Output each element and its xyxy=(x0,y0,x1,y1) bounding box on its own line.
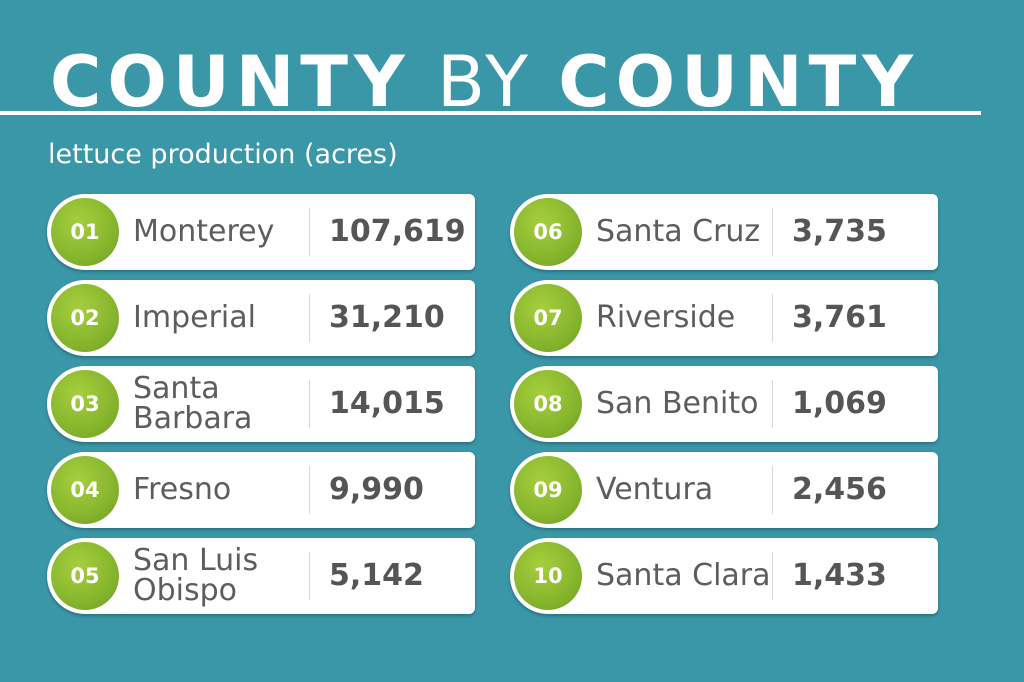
county-name: Santa Cruz xyxy=(596,214,761,249)
county-name: Monterey xyxy=(133,214,275,249)
rank-badge: 03 xyxy=(51,370,119,438)
rank-badge: 08 xyxy=(514,370,582,438)
acreage-value: 3,761 xyxy=(792,300,887,335)
acreage-value: 31,210 xyxy=(329,300,445,335)
title-word-1: COUNTY xyxy=(50,41,411,123)
county-card: 09 Ventura 2,456 xyxy=(510,452,938,528)
card-divider xyxy=(772,466,773,514)
rank-badge: 10 xyxy=(514,542,582,610)
card-divider xyxy=(772,294,773,342)
county-name: Imperial xyxy=(133,300,256,335)
county-name: San Luis Obispo xyxy=(133,543,259,608)
county-column-right: 06 Santa Cruz 3,735 07 Riverside 3,761 0… xyxy=(510,194,938,624)
rank-badge: 01 xyxy=(51,198,119,266)
rank-badge: 02 xyxy=(51,284,119,352)
card-divider xyxy=(772,208,773,256)
county-name: Fresno xyxy=(133,472,232,507)
county-card: 04 Fresno 9,990 xyxy=(47,452,475,528)
rank-badge: 07 xyxy=(514,284,582,352)
county-card: 10 Santa Clara 1,433 xyxy=(510,538,938,614)
county-name: Santa Barbara xyxy=(133,371,253,436)
acreage-value: 3,735 xyxy=(792,214,887,249)
subtitle: lettuce production (acres) xyxy=(48,139,398,170)
county-card: 07 Riverside 3,761 xyxy=(510,280,938,356)
rank-badge: 04 xyxy=(51,456,119,524)
title-word-2-text: BY xyxy=(437,41,532,123)
acreage-value: 1,069 xyxy=(792,386,887,421)
acreage-value: 9,990 xyxy=(329,472,424,507)
county-card: 01 Monterey 107,619 xyxy=(47,194,475,270)
card-divider xyxy=(309,552,310,600)
rank-badge: 05 xyxy=(51,542,119,610)
acreage-value: 5,142 xyxy=(329,558,424,593)
card-divider xyxy=(309,466,310,514)
county-name: Ventura xyxy=(596,472,714,507)
county-card: 02 Imperial 31,210 xyxy=(47,280,475,356)
county-card: 08 San Benito 1,069 xyxy=(510,366,938,442)
county-name: San Benito xyxy=(596,386,759,421)
acreage-value: 107,619 xyxy=(329,214,466,249)
acreage-value: 2,456 xyxy=(792,472,887,507)
county-card: 06 Santa Cruz 3,735 xyxy=(510,194,938,270)
rank-badge: 06 xyxy=(514,198,582,266)
county-column-left: 01 Monterey 107,619 02 Imperial 31,210 0… xyxy=(47,194,475,624)
county-name: Santa Clara xyxy=(596,558,771,593)
card-divider xyxy=(309,208,310,256)
title-underline xyxy=(0,111,981,115)
county-card: 05 San Luis Obispo 5,142 xyxy=(47,538,475,614)
acreage-value: 14,015 xyxy=(329,386,445,421)
county-card: 03 Santa Barbara 14,015 xyxy=(47,366,475,442)
card-divider xyxy=(309,294,310,342)
title-word-3: COUNTY xyxy=(558,41,919,123)
county-name: Riverside xyxy=(596,300,736,335)
page-title: COUNTY BY COUNTY xyxy=(50,46,919,118)
acreage-value: 1,433 xyxy=(792,558,887,593)
card-divider xyxy=(309,380,310,428)
card-divider xyxy=(772,380,773,428)
title-word-2: BY xyxy=(411,41,558,123)
card-divider xyxy=(772,552,773,600)
rank-badge: 09 xyxy=(514,456,582,524)
